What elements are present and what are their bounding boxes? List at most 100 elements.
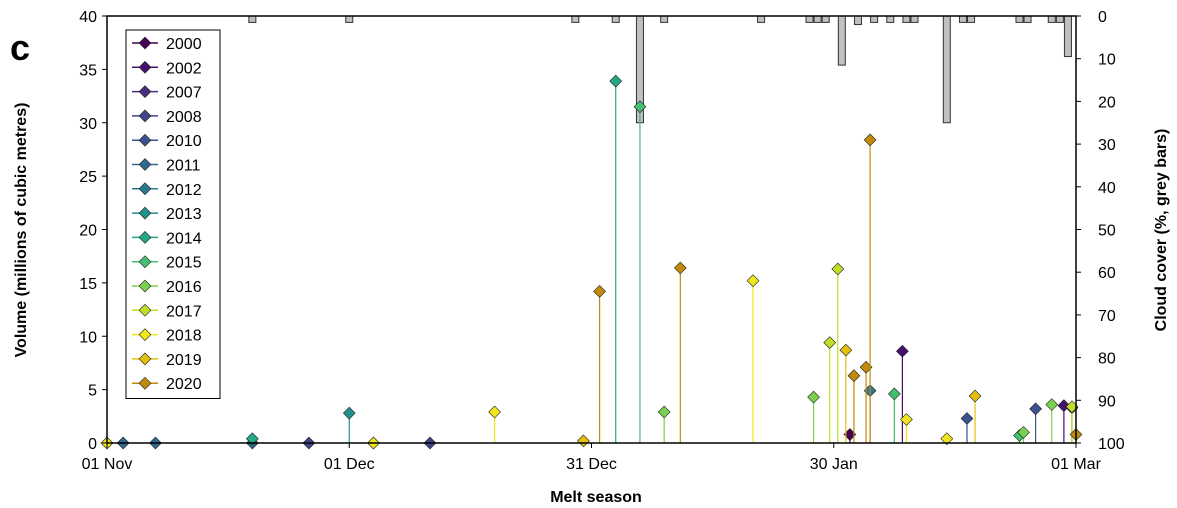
y2-tick-label-50: 50 — [1098, 223, 1116, 240]
marker-2020-3 — [859, 360, 873, 374]
legend-label-2010: 2010 — [166, 133, 202, 150]
marker-2016-3 — [1045, 398, 1059, 411]
cloud-bar-11 — [853, 15, 862, 26]
y2-tick-label-70: 70 — [1098, 308, 1116, 325]
legend-label-2017: 2017 — [166, 303, 202, 320]
legend-label-2013: 2013 — [166, 206, 202, 223]
legend-marker-2000 — [138, 36, 152, 50]
x-tick-label-2: 31 Dec — [566, 456, 617, 473]
legend-marker-2002 — [138, 60, 152, 74]
cloud-bar-7 — [805, 15, 814, 23]
y-tick-label-35: 35 — [79, 62, 97, 79]
marker-2002-0 — [896, 344, 909, 358]
cloud-bar-3 — [611, 15, 620, 23]
cloud-bar-18 — [967, 15, 976, 23]
cloud-bar-10 — [837, 15, 846, 66]
y-tick-label-0: 0 — [88, 436, 97, 453]
legend-marker-2018 — [138, 328, 152, 341]
legend-marker-2012 — [138, 182, 152, 196]
cloud-cover-bars — [248, 15, 1072, 124]
cloud-bar-14 — [902, 15, 911, 23]
legend-marker-2011 — [138, 158, 152, 171]
y-tick-label-10: 10 — [79, 329, 97, 346]
legend-marker-2007 — [138, 85, 152, 98]
marker-2018-4 — [900, 413, 913, 426]
cloud-bar-0 — [248, 15, 257, 23]
volume-stems — [100, 74, 1083, 450]
marker-2015-0 — [633, 100, 647, 114]
cloud-bar-8 — [813, 15, 822, 23]
marker-2015-1 — [887, 387, 901, 401]
y-tick-label-15: 15 — [79, 276, 97, 293]
marker-2017-1 — [831, 262, 845, 276]
y2-tick-label-90: 90 — [1098, 393, 1116, 410]
cloud-bar-15 — [910, 15, 919, 23]
marker-2014-1 — [609, 74, 623, 88]
marker-2010-1 — [1029, 402, 1042, 416]
cloud-bar-2 — [571, 15, 580, 23]
legend-marker-2016 — [138, 279, 152, 293]
marker-2010-0 — [960, 412, 974, 425]
y2-tick-label-0: 0 — [1098, 9, 1107, 26]
legend-marker-2015 — [138, 255, 152, 269]
cloud-bar-20 — [1023, 15, 1032, 23]
y2-tick-label-30: 30 — [1098, 137, 1116, 154]
plot-frame — [106, 15, 1077, 444]
axes: 0 5 10 15 20 25 30 35 40 0 10 20 30 40 50 60 70 80 90 100 01… — [79, 9, 1125, 473]
legend-marker-2014 — [138, 231, 152, 244]
x-tick-label-3: 30 Jan — [810, 456, 858, 473]
x-axis-title: Melt season — [550, 489, 642, 506]
cloud-bar-9 — [821, 15, 830, 23]
legend-label-2012: 2012 — [166, 182, 202, 199]
legend-label-2015: 2015 — [166, 255, 202, 272]
marker-2016-0 — [657, 405, 671, 419]
marker-2019-2 — [968, 389, 982, 403]
y-tick-label-20: 20 — [79, 223, 97, 240]
y-tick-label-40: 40 — [79, 9, 97, 26]
cloud-bar-21 — [1047, 15, 1056, 23]
legend-label-2020: 2020 — [166, 376, 202, 393]
y2-tick-label-100: 100 — [1098, 436, 1125, 453]
legend-marker-2013 — [138, 206, 152, 220]
cloud-bar-6 — [757, 15, 766, 23]
panel-label: c — [10, 27, 30, 68]
legend-marker-2017 — [138, 303, 152, 317]
marker-2013-0 — [342, 406, 356, 420]
legend-label-2019: 2019 — [166, 352, 202, 369]
legend-marker-2020 — [138, 376, 152, 390]
marker-2018-5 — [940, 432, 954, 446]
cloud-bar-22 — [1055, 15, 1064, 23]
marker-2020-2 — [847, 369, 861, 383]
legend-label-2018: 2018 — [166, 328, 202, 345]
marker-2017-0 — [823, 336, 837, 350]
cloud-bar-19 — [1015, 15, 1024, 23]
y-tick-label-5: 5 — [88, 383, 97, 400]
x-tick-label-0: 01 Nov — [82, 456, 133, 473]
y2-tick-label-40: 40 — [1098, 180, 1116, 197]
marker-2016-2 — [1017, 425, 1030, 439]
cloud-bar-16 — [942, 15, 951, 124]
y2-tick-label-80: 80 — [1098, 351, 1116, 368]
cloud-bar-5 — [660, 15, 669, 23]
x-tick-label-1: 01 Dec — [324, 456, 375, 473]
legend-label-2016: 2016 — [166, 279, 202, 296]
marker-2018-2 — [488, 405, 501, 419]
legend-label-2007: 2007 — [166, 85, 202, 102]
marker-2016-1 — [807, 390, 820, 404]
cloud-bar-12 — [870, 15, 879, 23]
cloud-bar-13 — [886, 15, 895, 23]
cloud-bar-1 — [345, 15, 354, 23]
marker-2000-0 — [843, 428, 857, 441]
marker-2014-0 — [245, 432, 259, 446]
y2-tick-label-10: 10 — [1098, 52, 1116, 69]
marker-2019-1 — [839, 343, 853, 357]
y-tick-label-30: 30 — [79, 116, 97, 133]
legend-label-2000: 2000 — [166, 36, 202, 53]
marker-2017-2 — [1065, 400, 1079, 414]
y2-tick-label-60: 60 — [1098, 265, 1116, 282]
y-axis-title: Volume (millions of cubic metres) — [13, 103, 30, 358]
y2-axis-title: Cloud cover (%, grey bars) — [1153, 129, 1170, 332]
cloud-bar-23 — [1063, 15, 1072, 58]
